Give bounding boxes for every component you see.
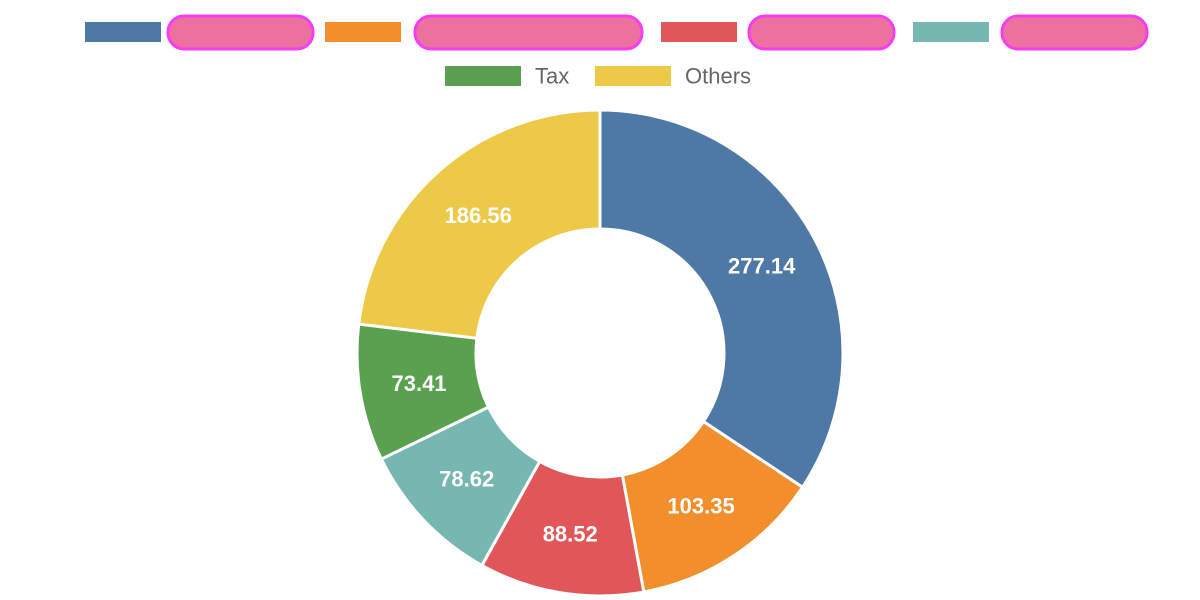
chart-legend: Tax Others: [85, 14, 1149, 89]
legend-swatch: [445, 66, 521, 86]
legend-label-redacted: [747, 14, 896, 51]
legend-label-redacted: [413, 14, 644, 51]
legend-swatch: [913, 22, 989, 42]
legend-label-redacted: [1000, 14, 1149, 51]
legend-swatch: [595, 66, 671, 86]
slice-value-label: 88.52: [543, 522, 598, 547]
slice-value-label: 186.56: [445, 203, 512, 228]
legend-swatch: [85, 22, 161, 42]
legend-label: Others: [685, 64, 751, 89]
slice-data-labels: 277.14 103.35 88.52 78.62 73.41 186.56: [391, 203, 796, 546]
donut-slice: [620, 420, 805, 594]
donut-slices: [355, 108, 845, 598]
legend-swatch: [661, 22, 737, 42]
legend-label: Tax: [535, 64, 569, 89]
slice-value-label: 78.62: [439, 467, 494, 492]
slice-value-label: 103.35: [667, 494, 734, 519]
donut-slice: [598, 108, 845, 489]
legend-swatch: [325, 22, 401, 42]
legend-label-redacted: [166, 14, 315, 51]
donut-slice: [357, 108, 602, 340]
slice-value-label: 277.14: [728, 254, 796, 279]
slice-value-label: 73.41: [391, 371, 446, 396]
